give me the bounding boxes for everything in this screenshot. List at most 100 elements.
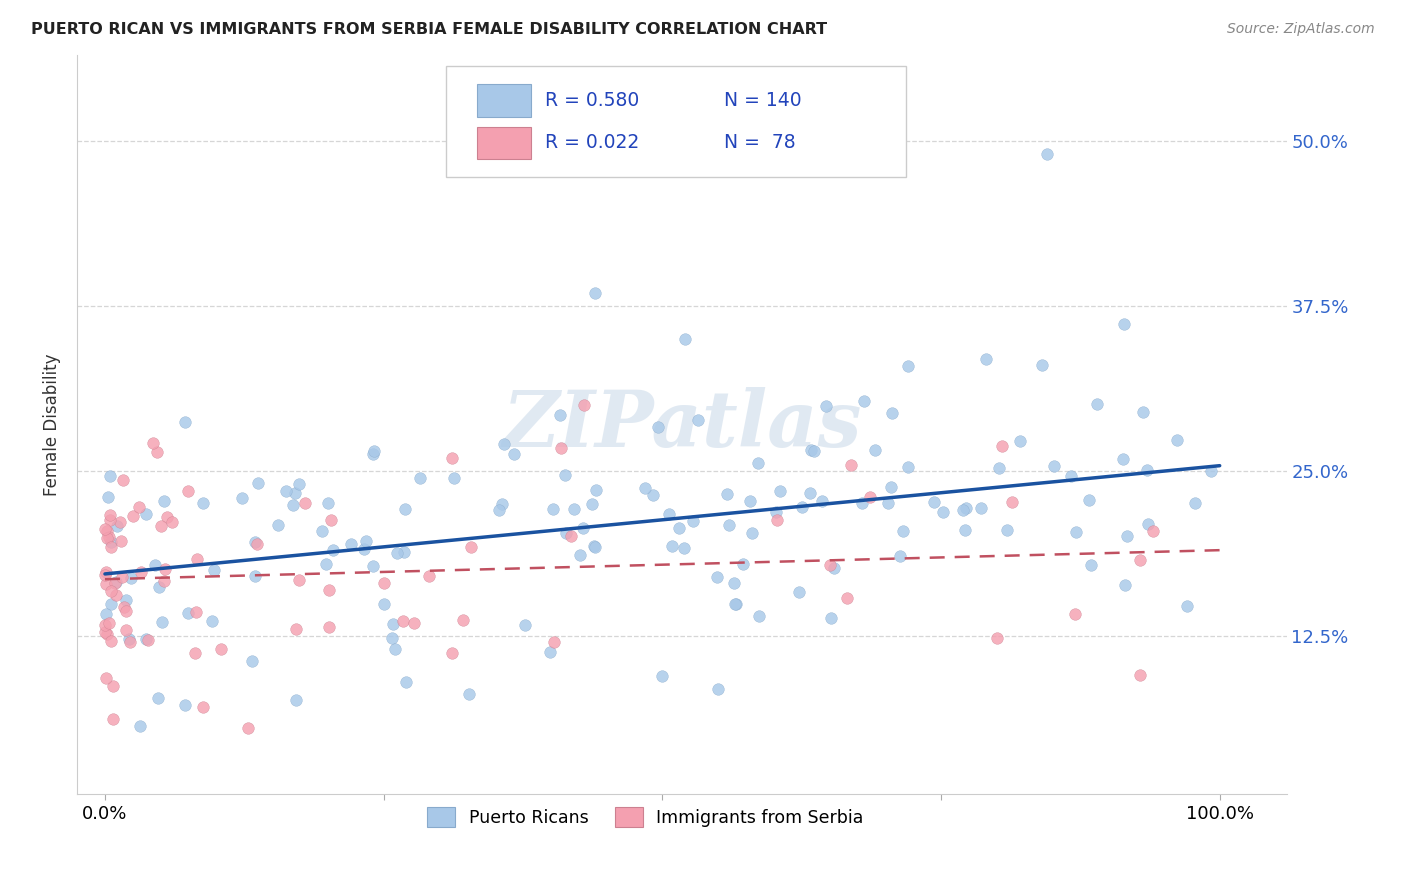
Point: [155, 510, 177, 524]
Point: [153, 494, 176, 508]
Point: [146, 690, 169, 705]
Point: [823, 561, 845, 575]
Point: [150, 615, 173, 629]
Point: [162, 515, 184, 529]
Point: [402, 616, 425, 631]
Text: R = 0.580: R = 0.580: [546, 91, 640, 110]
Point: [1001, 495, 1024, 509]
Point: [115, 624, 138, 638]
Point: [988, 461, 1011, 475]
Point: [108, 515, 131, 529]
Point: [572, 521, 595, 535]
Point: [96, 671, 118, 685]
Point: [97, 530, 120, 544]
Point: [340, 537, 363, 551]
Point: [384, 642, 406, 657]
Point: [1136, 463, 1159, 477]
Point: [240, 654, 263, 668]
Point: [765, 505, 787, 519]
Point: [1066, 524, 1088, 539]
Point: [318, 582, 340, 597]
Point: [562, 502, 585, 516]
Point: [115, 593, 138, 607]
Text: Source: ZipAtlas.com: Source: ZipAtlas.com: [1227, 22, 1375, 37]
Point: [787, 585, 810, 599]
Point: [104, 575, 127, 590]
Point: [1111, 451, 1133, 466]
Point: [288, 573, 311, 587]
Point: [418, 569, 440, 583]
Point: [538, 645, 561, 659]
Point: [716, 487, 738, 501]
Point: [738, 493, 761, 508]
Point: [572, 398, 595, 412]
Point: [970, 501, 993, 516]
Point: [97, 491, 120, 505]
Point: [209, 642, 232, 657]
Point: [585, 285, 607, 300]
Point: [673, 332, 696, 346]
Point: [284, 486, 307, 500]
Point: [153, 574, 176, 588]
Point: [891, 524, 914, 538]
Point: [815, 399, 838, 413]
Point: [494, 436, 516, 450]
Point: [707, 681, 730, 696]
Point: [555, 525, 578, 540]
Point: [641, 488, 664, 502]
Point: [769, 483, 792, 498]
Point: [877, 496, 900, 510]
Point: [1085, 397, 1108, 411]
Point: [100, 597, 122, 611]
Point: [318, 620, 340, 634]
Point: [100, 583, 122, 598]
Point: [541, 502, 564, 516]
Point: [818, 558, 841, 572]
Point: [1132, 405, 1154, 419]
Point: [441, 646, 464, 660]
Point: [98, 616, 121, 631]
Point: [1184, 496, 1206, 510]
Point: [1060, 469, 1083, 483]
Y-axis label: Female Disability: Female Disability: [44, 353, 60, 496]
Point: [717, 518, 740, 533]
Point: [725, 597, 748, 611]
Point: [319, 512, 342, 526]
Point: [1043, 459, 1066, 474]
Point: [897, 359, 920, 373]
Point: [392, 545, 415, 559]
Point: [502, 447, 524, 461]
Point: [1080, 558, 1102, 572]
Point: [672, 541, 695, 555]
Point: [284, 693, 307, 707]
Point: [583, 540, 606, 554]
Point: [647, 419, 669, 434]
Point: [457, 687, 479, 701]
Point: [688, 413, 710, 427]
Point: [799, 485, 821, 500]
Point: [1166, 433, 1188, 447]
Point: [105, 574, 128, 589]
Point: [1175, 599, 1198, 614]
Point: [111, 570, 134, 584]
Point: [1036, 147, 1059, 161]
Point: [100, 513, 122, 527]
Point: [658, 507, 681, 521]
Point: [382, 616, 405, 631]
Point: [724, 597, 747, 611]
Point: [315, 558, 337, 572]
Point: [922, 495, 945, 509]
Point: [316, 495, 339, 509]
Point: [633, 481, 655, 495]
Point: [820, 611, 842, 625]
Point: [285, 623, 308, 637]
Text: R = 0.022: R = 0.022: [546, 133, 640, 153]
Point: [96, 626, 118, 640]
Point: [373, 575, 395, 590]
Point: [880, 480, 903, 494]
Point: [354, 534, 377, 549]
Point: [363, 444, 385, 458]
Point: [177, 606, 200, 620]
Text: PUERTO RICAN VS IMMIGRANTS FROM SERBIA FEMALE DISABILITY CORRELATION CHART: PUERTO RICAN VS IMMIGRANTS FROM SERBIA F…: [31, 22, 827, 37]
Point: [550, 441, 572, 455]
